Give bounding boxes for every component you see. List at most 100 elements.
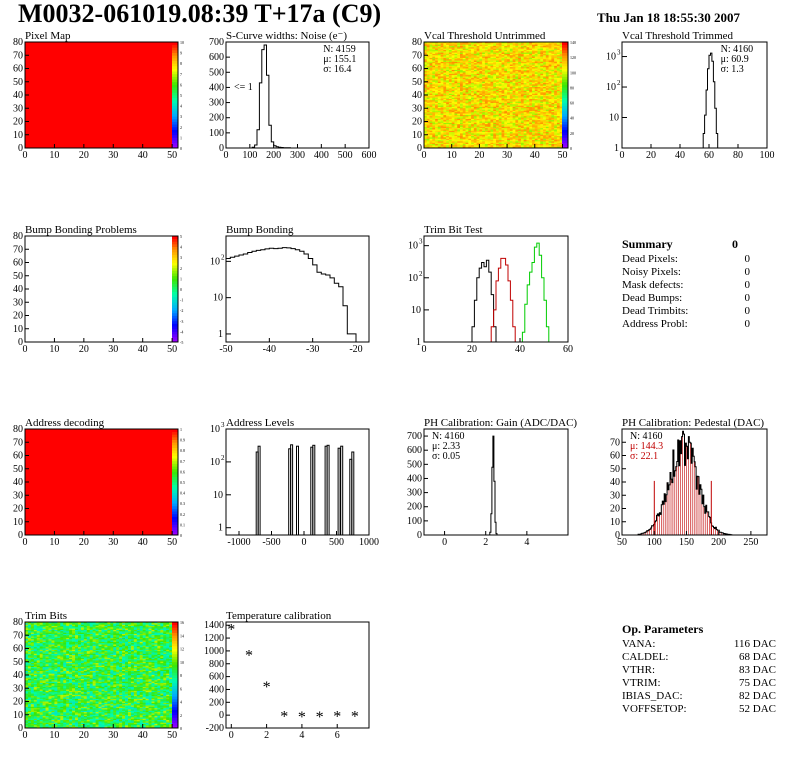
heatmap-cell — [551, 98, 555, 101]
heatmap-cell — [473, 117, 477, 120]
heatmap-cell — [556, 72, 560, 75]
heatmap-cell — [504, 68, 508, 71]
heatmap-cell — [457, 102, 461, 105]
heatmap-cell — [479, 137, 483, 140]
heatmap-cell — [529, 92, 533, 94]
heatmap-cell — [507, 88, 511, 91]
heatmap-cell — [509, 145, 513, 147]
heatmap-cell — [468, 95, 472, 97]
heatmap-cell — [526, 129, 530, 132]
heatmap-cell — [520, 97, 524, 100]
heatmap-cell — [443, 114, 447, 117]
heatmap-cell — [435, 133, 439, 136]
heatmap-cell — [446, 45, 450, 48]
heatmap-cell — [454, 122, 458, 125]
heatmap-cell — [498, 130, 502, 133]
stats-line: μ: 155.1 — [323, 54, 356, 65]
heatmap-cell — [448, 145, 452, 147]
heatmap-cell — [451, 141, 455, 144]
heatmap-cell — [504, 89, 508, 92]
heatmap-cell — [437, 47, 441, 49]
heatmap-cell — [432, 56, 436, 59]
heatmap-cell — [523, 138, 527, 141]
heatmap-cell — [446, 76, 450, 79]
heatmap-cell — [468, 112, 472, 114]
heatmap-cell — [523, 63, 527, 65]
heatmap-cell — [476, 84, 480, 87]
heatmap-cell — [540, 87, 544, 89]
heatmap-cell — [437, 140, 441, 142]
heatmap-cell — [462, 61, 466, 64]
heatmap-cell — [548, 100, 552, 102]
heatmap-cell — [526, 134, 530, 137]
heatmap-cell — [25, 656, 29, 659]
heatmap-cell — [490, 52, 494, 55]
heatmap-cell — [559, 68, 563, 71]
heatmap-cell — [507, 81, 511, 84]
heatmap-cell — [435, 77, 439, 80]
heatmap-cell — [493, 68, 497, 71]
heatmap-cell — [460, 83, 464, 85]
heatmap-cell — [25, 644, 29, 647]
heatmap-cell — [554, 133, 558, 136]
heatmap-cell — [537, 95, 541, 97]
heatmap-cell — [529, 42, 533, 44]
heatmap-cell — [473, 68, 477, 71]
heatmap-cell — [509, 47, 513, 49]
heatmap-cell — [432, 55, 436, 57]
heatmap-cell — [548, 109, 552, 112]
heatmap-cell — [435, 76, 439, 79]
heatmap-cell — [473, 73, 477, 76]
heatmap-cell — [534, 91, 538, 93]
heatmap-cell — [548, 102, 552, 105]
heatmap-cell — [424, 83, 428, 85]
heatmap-cell — [435, 61, 439, 64]
heatmap-cell — [432, 96, 436, 98]
heatmap-cell — [526, 106, 530, 109]
palette-label: 6 — [180, 82, 182, 87]
heatmap-cell — [559, 110, 563, 113]
heatmap-cell — [465, 100, 469, 102]
heatmap-cell — [534, 71, 538, 73]
heatmap-cell — [443, 122, 447, 125]
stats-line: μ: 144.3 — [630, 441, 663, 452]
heatmap-cell — [518, 96, 522, 98]
heatmap-cell — [432, 136, 436, 138]
heatmap-cell — [526, 84, 530, 87]
heatmap-cell — [25, 685, 29, 688]
heatmap-cell — [498, 51, 502, 53]
heatmap-cell — [498, 91, 502, 93]
heatmap-cell — [540, 91, 544, 93]
heatmap-cell — [471, 53, 475, 56]
heatmap-cell — [473, 69, 477, 72]
heatmap-cell — [496, 88, 500, 91]
heatmap-cell — [534, 122, 538, 125]
plot-frame — [621, 41, 768, 149]
heatmap-cell — [520, 83, 524, 85]
heatmap-cell — [443, 105, 447, 108]
heatmap-cell — [532, 49, 536, 52]
heatmap-cell — [509, 113, 513, 116]
heatmap-cell — [482, 120, 486, 122]
heatmap-cell — [432, 84, 436, 87]
heatmap-cell — [482, 116, 486, 118]
heatmap-cell — [479, 52, 483, 55]
heatmap-cell — [473, 45, 477, 48]
heatmap-cell — [429, 114, 433, 117]
heatmap-cell — [440, 110, 444, 113]
x-tick-label: 0 — [422, 150, 427, 161]
heatmap-cell — [490, 101, 494, 104]
heatmap-cell — [432, 44, 436, 47]
heatmap-cell — [440, 132, 444, 134]
heatmap-cell — [504, 65, 508, 68]
heatmap-cell — [523, 47, 527, 49]
heatmap-cell — [424, 134, 428, 137]
heatmap-cell — [504, 144, 508, 146]
heatmap-cell — [437, 121, 441, 124]
heatmap-cell — [537, 55, 541, 57]
address-level-spike — [351, 451, 355, 536]
heatmap-cell — [520, 43, 524, 45]
heatmap-cell — [534, 144, 538, 146]
heatmap-cell — [465, 117, 469, 120]
